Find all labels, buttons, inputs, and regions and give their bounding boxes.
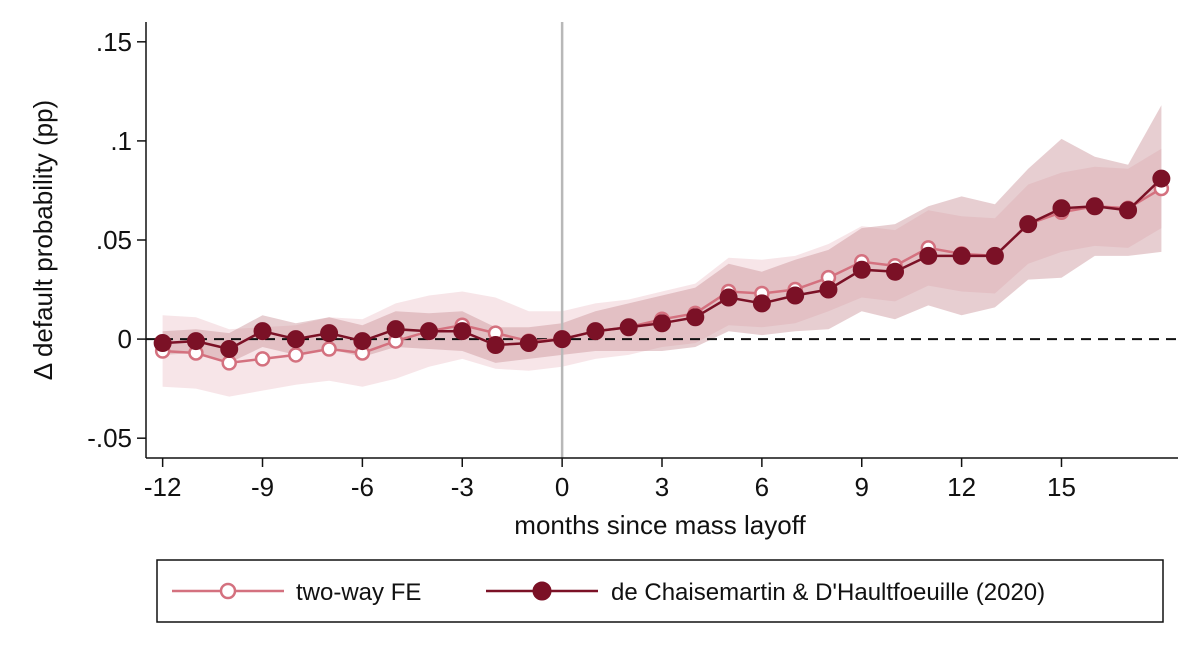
data-point-dcdh [553, 330, 572, 349]
x-tick-label: 12 [947, 472, 976, 502]
data-point-dcdh [752, 294, 771, 313]
data-point-dcdh [519, 334, 538, 353]
data-point-dcdh [619, 318, 638, 337]
data-point-dcdh [153, 334, 172, 353]
series-layer [153, 169, 1171, 371]
y-tick-label: .1 [110, 126, 132, 156]
data-point-dcdh [286, 330, 305, 349]
data-point-dcdh [1019, 215, 1038, 234]
axes: .15 .1 .05 0 -.05 -12 -9 -6 -3 0 3 6 9 12 15 [87, 22, 1178, 502]
legend: two-way FE de Chaisemartin & D'Haultfoeu… [156, 559, 1164, 623]
y-tick-label: .05 [96, 225, 132, 255]
x-tick-label: -6 [351, 472, 374, 502]
legend-label-dcdh: de Chaisemartin & D'Haultfoeuille (2020) [611, 579, 1045, 606]
data-point-dcdh [919, 246, 938, 265]
data-point-dcdh [186, 332, 205, 351]
data-point-two-way-fe [221, 355, 237, 371]
data-point-dcdh [586, 322, 605, 341]
y-axis-title: Δ default probability (pp) [28, 100, 58, 380]
data-point-dcdh [786, 286, 805, 305]
data-point-dcdh [320, 324, 339, 343]
legend-marker-dcdh [532, 581, 552, 601]
x-tick-label: 6 [755, 472, 769, 502]
data-point-dcdh [653, 314, 671, 333]
x-tick-label: 3 [655, 472, 669, 502]
ci-band-dcdh [162, 105, 1162, 363]
x-tick-label: 9 [855, 472, 869, 502]
data-point-dcdh [852, 260, 871, 279]
data-point-dcdh [952, 246, 971, 265]
data-point-dcdh [886, 262, 905, 281]
data-point-dcdh [386, 320, 405, 339]
reference-lines [146, 22, 1178, 458]
x-tick-label: -9 [251, 472, 274, 502]
x-tick-label: -3 [451, 472, 474, 502]
x-axis-title: months since mass layoff [514, 510, 806, 540]
legend-box [156, 559, 1164, 623]
confidence-bands [162, 105, 1162, 397]
y-tick-label: .15 [96, 27, 132, 57]
x-tick-label: 15 [1047, 472, 1076, 502]
legend-label-two-way-fe: two-way FE [296, 579, 421, 606]
data-point-dcdh [819, 280, 838, 299]
data-point-dcdh [985, 246, 1004, 265]
data-point-dcdh [486, 336, 505, 355]
data-point-dcdh [353, 332, 372, 351]
data-point-two-way-fe [321, 341, 337, 357]
ci-band-two-way-fe [162, 148, 1162, 397]
data-point-dcdh [1119, 201, 1138, 220]
x-tick-label: -12 [144, 472, 182, 502]
data-point-two-way-fe [254, 351, 271, 367]
data-point-dcdh [719, 288, 738, 307]
data-point-dcdh [686, 308, 705, 327]
legend-marker-two-way-fe [219, 582, 237, 600]
data-point-dcdh [1152, 169, 1171, 188]
data-point-dcdh [1052, 199, 1071, 218]
data-point-dcdh [253, 322, 272, 341]
x-tick-label: 0 [555, 472, 569, 502]
y-tick-label: 0 [118, 324, 132, 354]
data-point-dcdh [419, 322, 438, 341]
data-point-two-way-fe [288, 347, 304, 363]
data-point-dcdh [1085, 197, 1104, 216]
y-tick-label: -.05 [87, 423, 132, 453]
data-point-dcdh [220, 340, 239, 358]
data-point-dcdh [453, 322, 472, 341]
